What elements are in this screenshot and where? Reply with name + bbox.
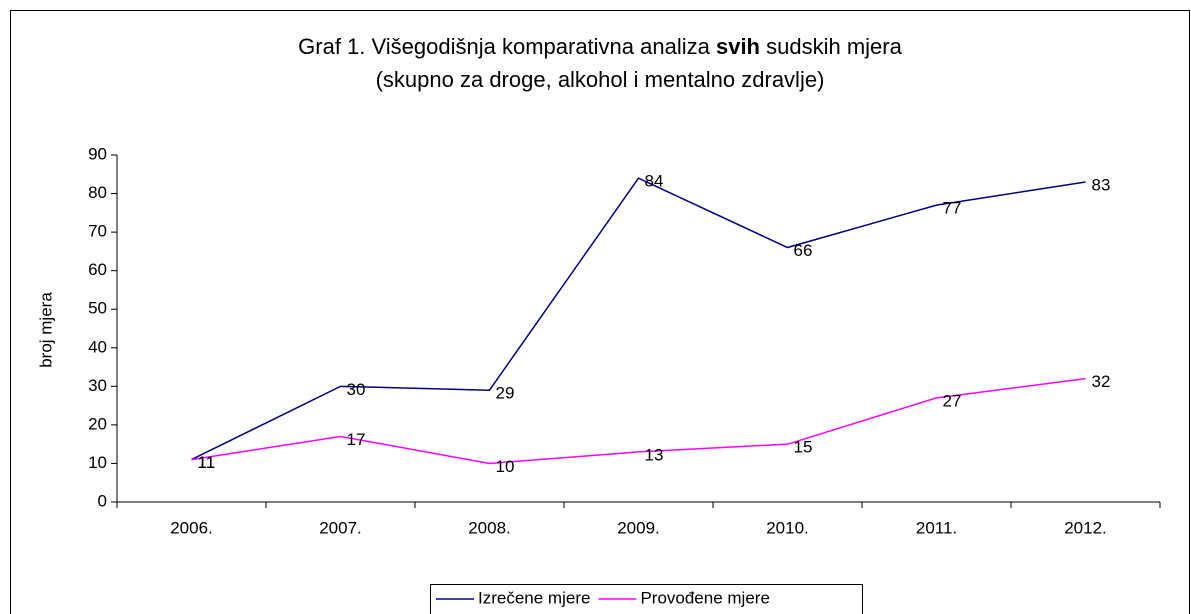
data-label: 13 <box>645 445 664 464</box>
data-label: 77 <box>943 199 962 218</box>
y-tick-label: 70 <box>88 222 107 241</box>
chart-frame <box>10 10 1190 614</box>
data-label: 11 <box>198 453 216 472</box>
x-tick-label: 2012. <box>1064 518 1107 537</box>
title-part: sudskih mjera <box>760 34 903 59</box>
y-tick-label: 20 <box>88 414 107 433</box>
data-label: 27 <box>943 391 962 410</box>
series-line <box>191 377 1086 465</box>
x-tick-label: 2010. <box>766 518 809 537</box>
data-label: 17 <box>347 430 366 449</box>
y-tick-label: 80 <box>88 183 107 202</box>
x-tick-label: 2007. <box>319 518 362 537</box>
y-tick-label: 90 <box>88 144 107 163</box>
data-label: 29 <box>496 384 515 403</box>
x-tick-label: 2011. <box>916 518 957 537</box>
y-tick-label: 10 <box>88 453 107 472</box>
y-axis-label: broj mjera <box>36 292 55 368</box>
chart-title: Graf 1. Višegodišnja komparativna analiz… <box>298 34 902 59</box>
legend-label: Provođene mjere <box>640 588 769 607</box>
y-tick-label: 60 <box>88 260 107 279</box>
data-label: 32 <box>1092 372 1111 391</box>
data-label: 10 <box>496 457 515 476</box>
data-label: 83 <box>1092 175 1111 194</box>
y-tick-label: 0 <box>98 491 107 510</box>
series-line <box>191 177 1086 461</box>
data-label: 30 <box>347 380 366 399</box>
data-label: 15 <box>794 438 813 457</box>
y-tick-label: 50 <box>88 299 107 318</box>
y-tick-label: 40 <box>88 337 107 356</box>
legend-label: Izrečene mjere <box>478 588 590 607</box>
legend-box <box>430 584 863 614</box>
x-tick-label: 2009. <box>617 518 660 537</box>
data-label: 66 <box>794 241 813 260</box>
x-tick-label: 2006. <box>170 518 213 537</box>
title-part: svih <box>716 34 760 59</box>
chart-subtitle: (skupno za droge, alkohol i mentalno zdr… <box>376 67 825 92</box>
x-tick-label: 2008. <box>468 518 511 537</box>
y-tick-label: 30 <box>88 376 107 395</box>
data-label: 84 <box>645 172 664 191</box>
title-part: Graf 1. Višegodišnja komparativna analiz… <box>298 34 716 59</box>
